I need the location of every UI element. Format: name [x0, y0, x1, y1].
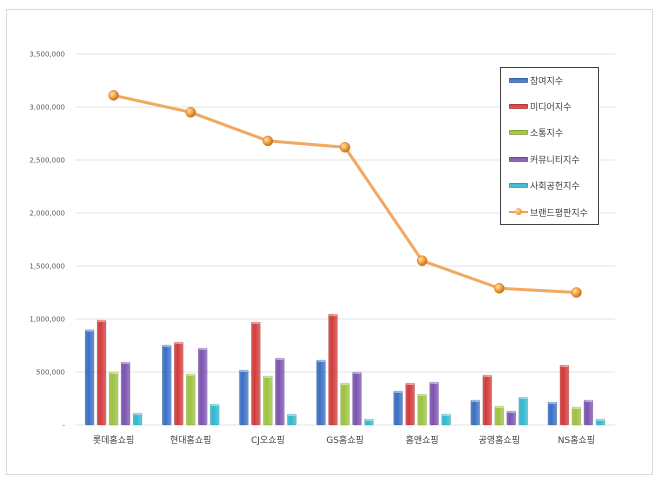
legend-item-brand-reputation: 브랜드평판지수 — [509, 205, 588, 219]
bar — [173, 341, 184, 426]
x-tick-label: 현대홈쇼핑 — [170, 434, 211, 446]
legend-swatch-icon — [509, 182, 528, 188]
bar — [275, 357, 285, 426]
y-tick-label: 2,500,000 — [29, 157, 65, 165]
bar — [571, 406, 582, 426]
legend-item-social-contribution: 사회공헌지수 — [509, 178, 580, 192]
line-marker — [571, 287, 582, 298]
line-marker — [339, 142, 351, 153]
bar — [96, 319, 107, 426]
legend-label: 참여지수 — [530, 76, 564, 87]
line-marker — [185, 107, 196, 118]
bar — [328, 313, 338, 426]
legend-item-community: 커뮤니티지수 — [509, 152, 580, 166]
bar — [364, 418, 374, 426]
legend-swatch-icon — [509, 129, 528, 135]
x-tick-label: 홈앤쇼핑 — [406, 434, 439, 446]
bar — [417, 393, 427, 426]
legend-swatch-icon — [509, 103, 528, 109]
x-tick-label: CJ오쇼핑 — [251, 435, 285, 446]
bar — [108, 371, 119, 426]
bar — [506, 410, 517, 426]
bar — [197, 347, 208, 426]
legend-swatch-icon — [509, 77, 528, 83]
bar — [209, 403, 220, 426]
bar — [263, 375, 273, 426]
legend-swatch-icon — [509, 156, 528, 162]
y-tick-label: - — [62, 422, 65, 430]
bar — [84, 329, 95, 426]
x-tick-label: NS홈쇼핑 — [558, 434, 595, 446]
y-tick-label: 1,500,000 — [29, 263, 65, 271]
line-series-brand-reputation — [108, 90, 582, 298]
bar — [120, 361, 131, 426]
bar — [547, 401, 558, 426]
bar — [518, 396, 529, 426]
bar — [239, 369, 249, 426]
legend-item-participation: 참여지수 — [509, 73, 563, 87]
x-tick-label: GS홈쇼핑 — [326, 434, 364, 446]
bar — [161, 344, 172, 426]
bar — [595, 418, 606, 426]
legend-label: 미디어지수 — [530, 102, 572, 113]
bar — [405, 382, 415, 426]
bar — [470, 399, 481, 426]
legend-label: 브랜드평판지수 — [530, 208, 588, 219]
legend-label: 커뮤니티지수 — [530, 155, 580, 166]
bar — [482, 374, 493, 426]
bar — [132, 412, 143, 426]
y-tick-label: 1,000,000 — [29, 316, 65, 324]
line-marker — [262, 135, 274, 147]
line-marker — [494, 283, 505, 294]
bar — [583, 399, 594, 426]
bar — [316, 359, 326, 426]
bar — [352, 371, 362, 426]
bar — [441, 413, 451, 426]
bar — [429, 381, 439, 426]
x-tick-label: 공영홈쇼핑 — [479, 434, 520, 446]
legend-label: 사회공헌지수 — [530, 181, 580, 192]
bar — [251, 321, 261, 426]
bar — [559, 364, 570, 426]
line-marker — [416, 255, 428, 266]
bar — [185, 373, 196, 426]
y-tick-label: 3,000,000 — [29, 104, 65, 112]
bar — [393, 390, 403, 426]
line-marker — [108, 90, 119, 101]
legend-item-communication: 소통지수 — [509, 125, 563, 139]
bar — [287, 413, 297, 426]
x-tick-label: 롯데홈쇼핑 — [93, 434, 134, 446]
y-tick-label: 2,000,000 — [29, 210, 65, 218]
bar — [494, 405, 505, 426]
legend-line-marker-icon — [509, 208, 528, 215]
legend-label: 소통지수 — [530, 128, 564, 139]
y-tick-label: 3,500,000 — [29, 51, 65, 59]
y-tick-label: 500,000 — [36, 369, 65, 377]
bar — [340, 382, 350, 426]
chart-legend: 참여지수 미디어지수 소통지수 커뮤니티지수 사회공헌지수 브랜드평판지수 — [500, 67, 599, 225]
y-axis-labels: - 500,000 1,000,000 1,500,000 2,000,000 2,500… — [29, 51, 65, 430]
bar-series — [84, 313, 606, 426]
legend-item-media: 미디어지수 — [509, 99, 571, 113]
x-axis-labels: 롯데홈쇼핑 현대홈쇼핑 CJ오쇼핑 GS홈쇼핑 홈앤쇼핑 공영홈쇼핑 NS홈쇼핑 — [93, 434, 595, 446]
